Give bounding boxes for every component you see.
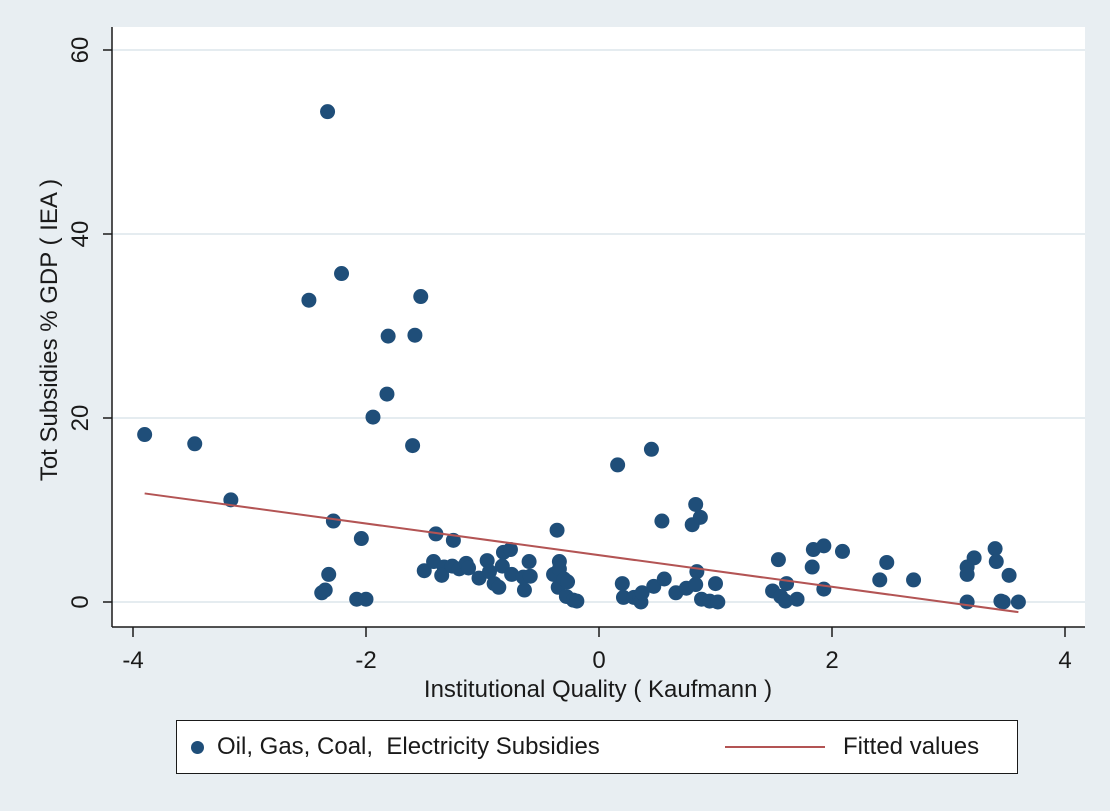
data-point [988, 554, 1004, 570]
data-point [187, 436, 203, 452]
data-point [301, 292, 317, 308]
data-point [380, 328, 396, 344]
x-tick-label: 2 [825, 647, 838, 674]
data-point [789, 591, 805, 607]
data-point [320, 104, 336, 120]
legend-scatter-label: Oil, Gas, Coal, Electricity Subsidies [217, 733, 600, 760]
data-point [692, 509, 708, 525]
y-tick-label: 0 [67, 595, 94, 608]
data-point [610, 457, 626, 473]
data-point [995, 594, 1011, 610]
data-point [906, 572, 922, 588]
data-point [379, 386, 395, 402]
gridlines [112, 49, 1085, 603]
data-point [804, 559, 820, 575]
data-point [522, 568, 538, 584]
data-point [407, 327, 423, 343]
y-tick-label: 40 [67, 221, 94, 248]
y-axis-ticks: 0 20 40 60 [67, 37, 112, 609]
data-point [317, 582, 333, 598]
data-point [634, 585, 650, 601]
data-point [816, 581, 832, 597]
data-point [223, 492, 239, 508]
x-tick-label: 0 [592, 647, 605, 674]
data-point [615, 589, 631, 605]
x-axis-ticks: -4 -2 0 2 4 [122, 627, 1072, 674]
data-point [413, 289, 429, 305]
data-point [504, 566, 520, 582]
data-point [502, 542, 518, 558]
data-point [689, 564, 705, 580]
data-point [816, 538, 832, 554]
data-point [987, 541, 1003, 557]
legend-fit-label: Fitted values [843, 733, 980, 760]
data-point [137, 427, 153, 443]
data-point [353, 531, 369, 547]
y-tick-label: 60 [67, 37, 94, 64]
data-point [1010, 594, 1026, 610]
x-tick-label: -2 [355, 647, 376, 674]
data-point [321, 566, 337, 582]
fitted-values-series [144, 492, 1019, 614]
data-point [1001, 567, 1017, 583]
x-tick-label: 4 [1058, 647, 1071, 674]
x-tick-label: -4 [122, 647, 143, 674]
data-point [872, 572, 888, 588]
data-point [959, 594, 975, 610]
data-point [569, 593, 585, 609]
x-axis-label: Institutional Quality ( Kaufmann ) [424, 676, 772, 703]
data-point [879, 554, 895, 570]
data-point [365, 409, 381, 425]
data-point [959, 566, 975, 582]
data-point [779, 576, 795, 592]
data-point [560, 574, 576, 590]
data-point [516, 582, 532, 598]
data-point [710, 594, 726, 610]
data-point [491, 579, 507, 595]
fitted-values-line [144, 492, 1019, 614]
data-point [688, 496, 704, 512]
data-point [549, 522, 565, 538]
data-point [416, 563, 432, 579]
data-point [834, 543, 850, 559]
y-axis-label: Tot Subsidies % GDP ( IEA ) [36, 179, 63, 481]
data-point [688, 577, 704, 593]
plot-area [112, 27, 1085, 627]
data-point [434, 567, 450, 583]
data-point [646, 578, 662, 594]
data-point [656, 571, 672, 587]
data-point [481, 564, 497, 580]
data-point [770, 552, 786, 568]
data-point [358, 591, 374, 607]
legend-scatter-marker [191, 741, 204, 754]
legend: Oil, Gas, Coal, Electricity Subsidies Fi… [176, 720, 1018, 774]
data-point [654, 513, 670, 529]
legend-fit-line-swatch [725, 746, 825, 748]
data-point [461, 560, 477, 576]
y-tick-label: 20 [67, 405, 94, 432]
data-point [521, 554, 537, 570]
data-point [325, 513, 341, 529]
data-point [614, 576, 630, 592]
data-point [966, 550, 982, 566]
data-point [708, 576, 723, 592]
data-point [643, 441, 659, 457]
data-point [334, 266, 350, 282]
data-point [777, 593, 793, 609]
scatter-points [137, 104, 1026, 610]
data-point [405, 438, 421, 454]
